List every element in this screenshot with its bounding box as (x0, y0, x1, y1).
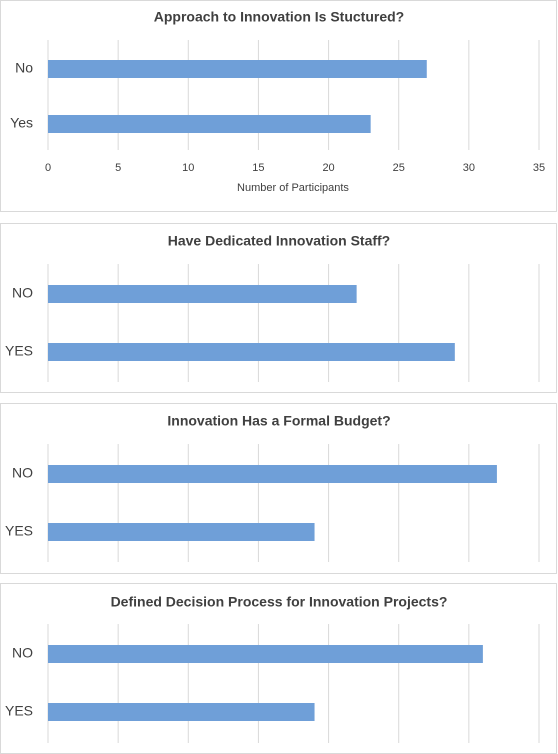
x-tick-label: 25 (393, 162, 405, 174)
bar (48, 115, 371, 133)
panel (0, 0, 557, 212)
category-label: YES (5, 343, 33, 359)
panel (0, 583, 557, 754)
category-label: YES (5, 703, 33, 719)
panel (0, 403, 557, 574)
panel (0, 223, 557, 393)
category-label: NO (12, 645, 33, 661)
bar (48, 645, 483, 663)
category-label: Yes (10, 115, 33, 131)
category-label: YES (5, 523, 33, 539)
bar (48, 343, 455, 361)
bar (48, 523, 315, 541)
category-label: No (15, 60, 33, 76)
bar (48, 285, 357, 303)
bar (48, 703, 315, 721)
x-tick-label: 20 (322, 162, 334, 174)
bar (48, 60, 427, 78)
x-tick-label: 35 (533, 162, 545, 174)
chart-title: Have Dedicated Innovation Staff? (168, 233, 390, 249)
x-tick-label: 30 (463, 162, 475, 174)
category-label: NO (12, 285, 33, 301)
chart-title: Approach to Innovation Is Stuctured? (154, 9, 404, 25)
x-tick-label: 10 (182, 162, 194, 174)
x-tick-label: 5 (115, 162, 121, 174)
category-label: NO (12, 465, 33, 481)
x-tick-label: 0 (45, 162, 51, 174)
x-axis-label: Number of Participants (237, 182, 349, 194)
chart-title: Defined Decision Process for Innovation … (111, 594, 448, 610)
chart-title: Innovation Has a Formal Budget? (167, 413, 390, 429)
bar (48, 465, 497, 483)
x-tick-label: 15 (252, 162, 264, 174)
